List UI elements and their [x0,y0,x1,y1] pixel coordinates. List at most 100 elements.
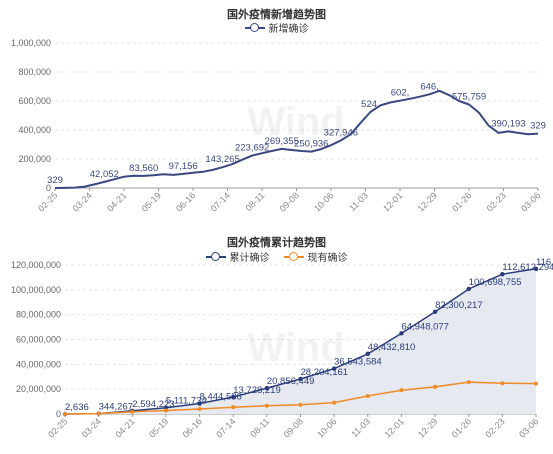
x-tick-label: 02-23 [483,416,506,439]
legend-line-circle-icon [244,22,265,33]
active-cases-point [231,405,236,410]
active-cases-point [96,411,101,416]
cumulative-point [231,394,236,400]
cumulative-point [331,366,337,371]
cumulative-point [432,309,438,315]
active-cases-point [264,403,269,408]
cumulative-point [163,405,169,410]
x-tick-label: 02-25 [46,416,69,439]
new-cases-line [54,89,539,189]
x-tick-label: 03-06 [519,190,542,213]
active-cases-point [534,381,538,386]
x-tick-label: 02-23 [485,190,508,213]
data-label: 100,698,755 [469,277,522,288]
y-tick-label: 120,000,000 [11,260,61,270]
data-label: 329 [47,175,63,186]
data-label: 64,948,077 [401,321,449,332]
data-label: 20,856,449 [267,376,315,387]
active-cases-point [197,407,202,412]
y-tick-label: 1,000,000 [11,38,51,48]
legend-line-circle-icon [205,251,226,262]
data-label: 575,759 [452,92,486,103]
x-tick-label: 07-14 [209,190,232,213]
x-tick-label: 10-06 [312,190,335,213]
x-tick-label: 12-01 [382,416,405,439]
data-label: 2,594,223 [132,399,174,410]
watermark: Wind [247,100,344,144]
cumulative-cases-legend: 累计确诊 现有确诊 [0,249,553,264]
x-tick-label: 12-29 [416,190,439,213]
y-tick-label: 600,000 [18,96,51,106]
x-tick-label: 01-26 [450,416,473,439]
data-label: 646, [420,81,439,92]
cumulative-point [500,271,505,277]
x-tick-label: 10-06 [315,416,338,439]
data-label: 269,355 [265,136,299,147]
x-tick-label: 05-19 [140,190,163,213]
data-label: 28,204,161 [301,367,349,378]
x-tick-label: 12-01 [381,190,404,213]
active-cases-point [298,402,303,407]
data-label: 390,193 [491,118,525,129]
cumulative-point [466,286,471,292]
cumulative-point [365,351,370,357]
x-tick-label: 11-03 [347,190,370,213]
y-tick-label: 0 [56,409,61,419]
data-label: 143,265 [205,154,239,165]
data-label: 223,692 [235,143,269,154]
y-tick-label: 0 [46,183,51,193]
y-tick-label: 40,000,000 [16,359,61,369]
x-tick-label: 09-08 [282,416,305,439]
y-tick-label: 400,000 [18,125,51,135]
y-tick-label: 800,000 [18,67,51,77]
x-tick-label: 04-21 [113,416,136,439]
x-tick-label: 06-16 [174,190,197,213]
data-label: 2,636 [65,402,89,413]
data-label: 8,444,536 [200,392,242,403]
x-tick-label: 01-26 [450,190,473,213]
cumulative-point [533,266,539,271]
data-label: 524, [361,99,380,110]
cumulative-point [197,401,202,406]
legend-item-new-cases[interactable]: 新增确诊 [244,20,309,35]
active-cases-point [433,384,438,389]
cumulative-area [65,268,536,414]
cumulative-cases-chart-title: 国外疫情累计趋势图 [227,237,326,249]
data-label: 329 [530,121,546,132]
data-label: 112,612,294 [502,262,553,273]
active-cases-point [63,411,67,416]
data-label: 83,560 [129,163,158,174]
y-tick-label: 20,000,000 [16,384,61,394]
legend-label-cumulative: 累计确诊 [229,253,270,264]
x-tick-label: 02-25 [36,190,59,213]
x-tick-label: 04-21 [105,190,128,213]
data-label: 602, [391,88,410,99]
x-tick-label: 08-11 [244,190,267,213]
legend-label-new-cases: 新增确诊 [268,24,309,35]
active-cases-point [399,388,404,393]
active-cases-point [163,408,168,413]
x-tick-label: 12-29 [416,416,439,439]
data-label: 82,300,217 [435,300,483,311]
legend-line-circle-icon [283,251,304,262]
x-tick-label: 07-14 [214,416,237,439]
data-label: 116,968,9 [536,257,553,268]
y-tick-label: 100,000,000 [11,285,61,295]
watermark: Wind [247,326,344,370]
x-tick-label: 06-16 [181,416,204,439]
legend-item-cumulative[interactable]: 累计确诊 [205,249,270,264]
x-tick-label: 03-24 [80,416,103,439]
data-label: 250,936 [294,139,328,150]
legend-label-active: 现有确诊 [307,253,348,264]
y-tick-label: 80,000,000 [16,310,61,320]
legend-item-active[interactable]: 现有确诊 [283,249,348,264]
active-cases-point [466,380,471,385]
x-tick-label: 05-19 [147,416,170,439]
active-cases-point [500,381,505,386]
cumulative-cases-plot: 0 20,000,000 40,000,000 60,000,000 80,000,00… [11,257,553,440]
cumulative-cases-chart: 0 20,000,000 40,000,000 60,000,000 80,000,00… [0,226,553,454]
new-cases-legend: 新增确诊 [0,20,553,35]
data-label: 42,052 [90,169,119,180]
active-cases-point [365,393,370,398]
x-tick-label: 03-24 [71,190,94,213]
